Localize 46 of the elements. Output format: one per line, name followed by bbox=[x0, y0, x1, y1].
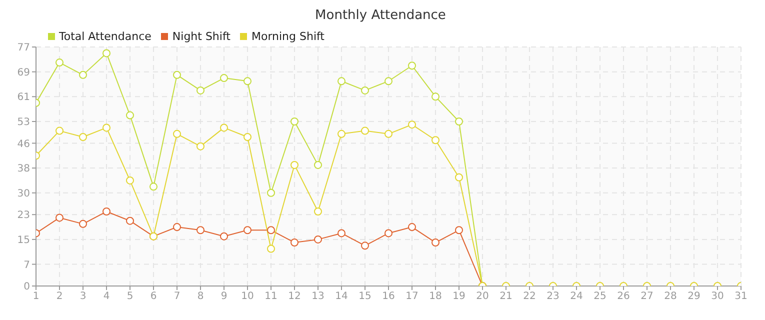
x-tick-label: 23 bbox=[546, 291, 560, 302]
x-tick-label: 17 bbox=[406, 291, 418, 302]
x-tick-label: 25 bbox=[594, 291, 606, 302]
x-tick-label: 5 bbox=[126, 291, 134, 302]
y-tick-label: 46 bbox=[17, 138, 30, 150]
x-tick-label: 11 bbox=[264, 291, 278, 302]
x-tick-label: 13 bbox=[312, 291, 324, 302]
x-tick-label: 10 bbox=[241, 291, 254, 302]
x-tick-label: 7 bbox=[174, 291, 180, 302]
x-tick-label: 27 bbox=[640, 291, 654, 302]
x-tick-label: 31 bbox=[734, 291, 748, 302]
x-tick-label: 8 bbox=[197, 291, 204, 302]
x-tick-label: 19 bbox=[452, 291, 466, 302]
chart-title: Monthly Attendance bbox=[314, 8, 447, 25]
x-tick-label: 30 bbox=[711, 291, 724, 302]
x-tick-label: 3 bbox=[80, 291, 86, 302]
x-tick-label: 9 bbox=[220, 291, 228, 302]
x-tick-label: 22 bbox=[523, 291, 536, 302]
x-tick-label: 1 bbox=[32, 291, 40, 302]
y-tick-label: 30 bbox=[17, 188, 30, 200]
x-tick-label: 16 bbox=[382, 291, 395, 302]
y-tick-label: 15 bbox=[17, 234, 30, 246]
x-tick-label: 2 bbox=[56, 291, 63, 302]
y-tick-label: 7 bbox=[24, 260, 30, 271]
x-tick-label: 21 bbox=[500, 291, 512, 302]
y-tick-label: 53 bbox=[17, 117, 30, 128]
x-tick-label: 6 bbox=[150, 291, 157, 302]
y-tick-label: 0 bbox=[24, 282, 30, 293]
legend-label: Morning Shift bbox=[251, 30, 324, 43]
x-tick-label: 29 bbox=[688, 291, 700, 302]
x-tick-label: 26 bbox=[617, 291, 630, 302]
y-tick-label: 61 bbox=[17, 92, 30, 104]
y-tick-label: 23 bbox=[17, 210, 30, 222]
legend-label: Night Shift bbox=[172, 30, 230, 43]
x-tick-label: 24 bbox=[570, 291, 583, 302]
x-tick-label: 15 bbox=[358, 291, 372, 302]
y-tick-label: 38 bbox=[17, 164, 30, 175]
x-tick-label: 12 bbox=[288, 291, 301, 302]
x-tick-label: 4 bbox=[103, 291, 110, 302]
x-tick-label: 28 bbox=[664, 291, 677, 302]
x-tick-label: 20 bbox=[476, 291, 489, 302]
x-tick-label: 18 bbox=[429, 291, 442, 302]
y-tick-label: 69 bbox=[17, 67, 30, 78]
x-tick-label: 14 bbox=[335, 291, 348, 302]
y-tick-label: 77 bbox=[17, 42, 30, 54]
legend-label: Total Attendance bbox=[59, 30, 152, 43]
